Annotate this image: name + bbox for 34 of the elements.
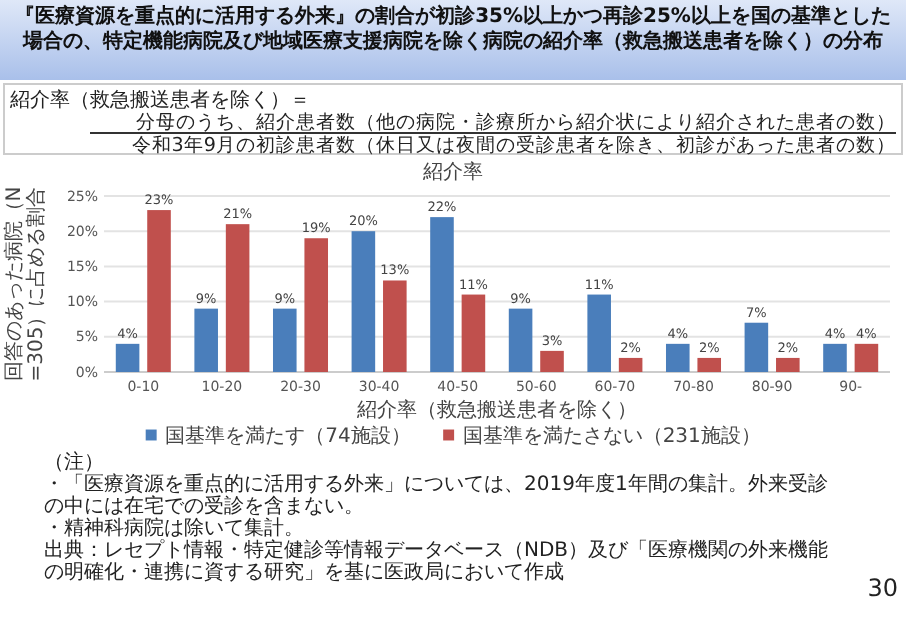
text: ・精神科病院は除いて集計。 [44,516,304,540]
bar [744,322,769,372]
source-note: 出典：レセプト情報・特定健診等情報データベース（NDB）及び「医療機関の外来機能の明確化・連携に資する研究」を基に医政局において作成 [44,538,829,584]
bar [351,231,376,372]
bar [115,343,140,372]
bar [823,343,847,372]
x-axis-title: 紹介率（救急搬送患者を除く） [355,398,637,422]
bar [776,357,800,372]
legend-label: 国基準を満たさない（231施設） [462,424,761,448]
bar [304,238,329,372]
legend-label: 国基準を満たす（74施設） [165,424,411,448]
bar [854,343,879,372]
bar [147,210,171,372]
chart-subtitle: 紹介率 [421,160,483,184]
bar [272,308,297,372]
bar [665,343,690,372]
bar [430,217,454,372]
bar [194,308,218,372]
bar [587,294,611,372]
bar [540,350,564,372]
text: 紹介率（救急搬送患者を除く）＝ [8,88,310,112]
bar [697,357,722,372]
text: （注） [44,450,104,474]
text: ・「医療資源を重点的に活用する外来」については、2019年度1年間の集計。外来受診の中には在宅での受診を含まない。 [44,472,828,518]
bar [508,308,533,372]
bar [225,224,250,372]
text: 令和3年9月の初診患者数（休日又は夜間の受診患者を除き、初診があった患者の数） [131,133,896,157]
bar [383,280,407,372]
text: 30 [867,574,898,602]
y-axis-title: 回答のあった病院（N=305）に占める割合 [2,186,48,382]
bar [461,294,486,372]
bar [618,357,643,372]
text: 分母のうち、紹介患者数（他の病院・診療所から紹介状により紹介された患者の数） [136,110,896,134]
chart-title: 『医療資源を重点的に活用する外来』の割合が初診35%以上かつ再診25%以上を国の基準とした場合の、特定機能病院及び地域医療支援病院を除く病院の紹介率（救急搬送患者を除く）の分布 [15,4,891,53]
